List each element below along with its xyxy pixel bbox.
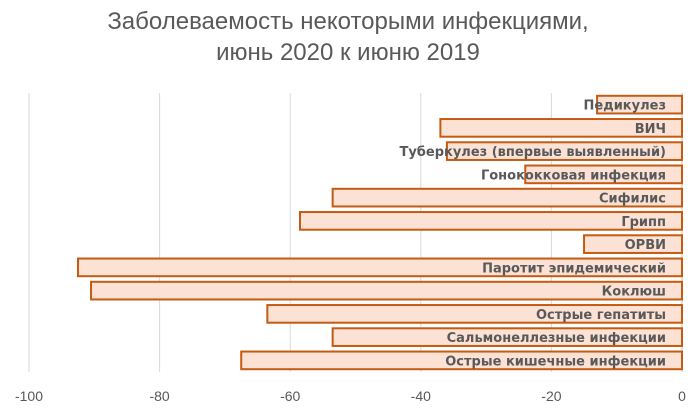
- bar: [266, 304, 683, 324]
- chart-title-line-2: июнь 2020 к июню 2019: [216, 39, 480, 66]
- x-tick-label: 0: [678, 388, 686, 404]
- bar: [298, 211, 683, 231]
- category-label: ОРВИ: [625, 238, 666, 253]
- category-label: ВИЧ: [635, 122, 666, 137]
- x-tick-label: -40: [411, 388, 431, 404]
- category-label: Грипп: [621, 215, 666, 230]
- category-label: Педикулез: [584, 99, 667, 114]
- bar: [596, 94, 683, 115]
- x-tick-label: -80: [149, 388, 169, 404]
- bar: [439, 118, 684, 138]
- bar: [240, 350, 683, 371]
- bar: [331, 327, 683, 347]
- x-tick-label: -60: [280, 388, 300, 404]
- bar: [524, 164, 684, 185]
- chart-title-line-1: Заболеваемость некоторыми инфекциями,: [107, 8, 589, 35]
- category-label: Гонококковая инфекция: [481, 168, 666, 183]
- category-label: Туберкулез (впервые выявленный): [399, 145, 666, 160]
- bar-labels: Педикулез ВИЧ Туберкулез (впервые выявленн…: [399, 99, 666, 370]
- category-label: Паротит эпидемический: [482, 261, 666, 276]
- x-tick-label: -20: [541, 388, 561, 404]
- bar: [445, 141, 684, 161]
- bar: [583, 234, 683, 254]
- bar: [76, 257, 684, 278]
- x-tick-label: -100: [15, 388, 43, 404]
- category-label: Острые гепатиты: [536, 308, 666, 323]
- category-label: Сальмонеллезные инфекции: [447, 331, 666, 346]
- x-axis-ticks: -100 -80 -60 -40 -20 0: [15, 388, 686, 404]
- category-label: Коклюш: [602, 285, 666, 300]
- gridlines: [28, 93, 683, 372]
- bar: [331, 187, 683, 208]
- bar: [90, 280, 684, 301]
- category-label: Сифилис: [599, 192, 666, 207]
- category-label: Острые кишечные инфекции: [445, 354, 666, 369]
- bars: [76, 94, 684, 371]
